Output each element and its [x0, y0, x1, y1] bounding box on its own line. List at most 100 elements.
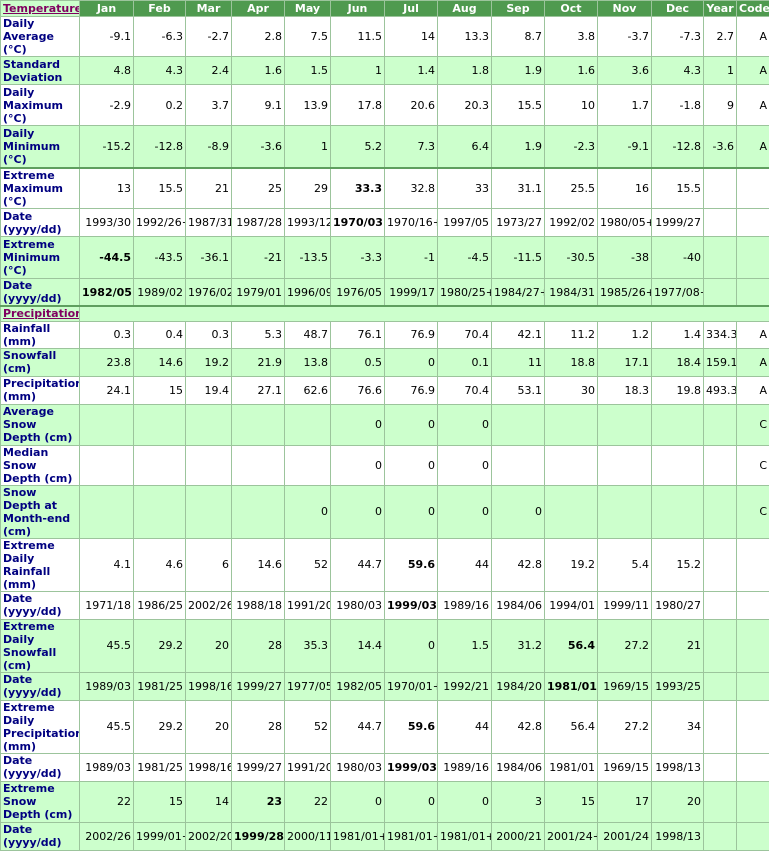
empty-cell: [652, 404, 704, 445]
value-cell: 0: [385, 348, 438, 376]
value-cell: 1.4: [385, 57, 438, 85]
empty-cell: [704, 700, 737, 753]
row-label: Snow Depth at Month-end (cm): [1, 485, 80, 538]
empty-cell: [134, 485, 186, 538]
empty-cell: [186, 445, 232, 485]
value-cell: 53.1: [492, 376, 545, 404]
value-cell: 1989/03: [80, 753, 134, 781]
value-cell: 76.6: [331, 376, 385, 404]
value-cell: 1: [285, 126, 331, 168]
empty-cell: [704, 538, 737, 591]
row-label: Extreme Daily Precipitation (mm): [1, 700, 80, 753]
value-cell: 1993/12: [285, 209, 331, 237]
value-cell: 1.5: [285, 57, 331, 85]
value-cell: 27.1: [232, 376, 285, 404]
value-cell: 62.6: [285, 376, 331, 404]
value-cell: 30: [545, 376, 598, 404]
row-label: Standard Deviation: [1, 57, 80, 85]
empty-cell: [232, 485, 285, 538]
value-cell: 22: [80, 781, 134, 822]
value-cell: 21.9: [232, 348, 285, 376]
value-cell: 0: [285, 485, 331, 538]
empty-cell: [492, 404, 545, 445]
value-cell: 34: [652, 700, 704, 753]
value-cell: 0.1: [438, 348, 492, 376]
value-cell: 15.5: [134, 168, 186, 209]
value-cell: 14.6: [232, 538, 285, 591]
empty-cell: [80, 445, 134, 485]
column-header: Code: [737, 1, 769, 17]
value-cell: 10: [545, 85, 598, 126]
empty-cell: [737, 781, 769, 822]
column-header: May: [285, 1, 331, 17]
empty-cell: [598, 445, 652, 485]
value-cell: -44.5: [80, 237, 134, 279]
value-cell: 1.4: [652, 321, 704, 348]
value-cell: 15: [545, 781, 598, 822]
value-cell: 13.8: [285, 348, 331, 376]
value-cell: 1976/05: [331, 279, 385, 307]
value-cell: 76.9: [385, 376, 438, 404]
value-cell: 13.9: [285, 85, 331, 126]
value-cell: 19.2: [186, 348, 232, 376]
value-cell: 2000/21: [492, 822, 545, 850]
column-header: Mar: [186, 1, 232, 17]
value-cell: -43.5: [134, 237, 186, 279]
value-cell: 1997/05: [438, 209, 492, 237]
empty-cell: [737, 237, 769, 279]
value-cell: 1993/25: [652, 672, 704, 700]
section-filler: [80, 306, 769, 321]
value-cell: 11: [492, 348, 545, 376]
value-cell: -15.2: [80, 126, 134, 168]
value-cell: 59.6: [385, 538, 438, 591]
value-cell: 56.4: [545, 619, 598, 672]
value-cell: 0: [438, 445, 492, 485]
value-cell: 3.6: [598, 57, 652, 85]
value-cell: 1999/03: [385, 753, 438, 781]
value-cell: 48.7: [285, 321, 331, 348]
value-cell: A: [737, 126, 769, 168]
value-cell: 0: [385, 619, 438, 672]
value-cell: 1992/02: [545, 209, 598, 237]
value-cell: 23: [232, 781, 285, 822]
value-cell: 1981/01+: [438, 822, 492, 850]
value-cell: 1999/03: [385, 591, 438, 619]
value-cell: -3.7: [598, 17, 652, 57]
row-label: Extreme Snow Depth (cm): [1, 781, 80, 822]
value-cell: -1: [385, 237, 438, 279]
row-label: Snowfall (cm): [1, 348, 80, 376]
value-cell: 1984/20: [492, 672, 545, 700]
value-cell: 11.2: [545, 321, 598, 348]
value-cell: 0: [331, 404, 385, 445]
value-cell: 27.2: [598, 700, 652, 753]
row-label: Daily Maximum (°C): [1, 85, 80, 126]
value-cell: -9.1: [598, 126, 652, 168]
value-cell: 1982/05: [80, 279, 134, 307]
value-cell: 1996/09: [285, 279, 331, 307]
value-cell: 1992/26+: [134, 209, 186, 237]
value-cell: 1999/28: [232, 822, 285, 850]
empty-cell: [134, 445, 186, 485]
value-cell: 0: [331, 445, 385, 485]
value-cell: 33.3: [331, 168, 385, 209]
value-cell: A: [737, 321, 769, 348]
empty-cell: [737, 168, 769, 209]
empty-cell: [545, 404, 598, 445]
row-label: Extreme Daily Snowfall (cm): [1, 619, 80, 672]
value-cell: 8.7: [492, 17, 545, 57]
row-label: Date (yyyy/dd): [1, 591, 80, 619]
value-cell: 1.2: [598, 321, 652, 348]
value-cell: 5.3: [232, 321, 285, 348]
value-cell: 4.1: [80, 538, 134, 591]
value-cell: 11.5: [331, 17, 385, 57]
value-cell: 14.4: [331, 619, 385, 672]
data-row: Extreme Minimum (°C)-44.5-43.5-36.1-21-1…: [1, 237, 769, 279]
empty-cell: [704, 672, 737, 700]
